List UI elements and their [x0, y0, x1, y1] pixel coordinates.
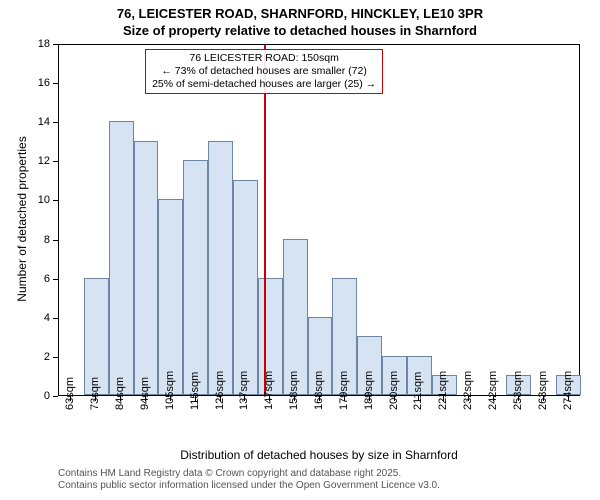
ytick-mark	[53, 200, 58, 201]
histogram-bar	[183, 160, 208, 395]
ytick-label: 16	[0, 77, 50, 89]
chart-container: 76, LEICESTER ROAD, SHARNFORD, HINCKLEY,…	[0, 0, 600, 500]
ytick-mark	[53, 240, 58, 241]
histogram-bar	[158, 199, 183, 395]
ytick-mark	[53, 83, 58, 84]
ytick-mark	[53, 318, 58, 319]
annotation-box: 76 LEICESTER ROAD: 150sqm← 73% of detach…	[145, 49, 383, 94]
ytick-mark	[53, 44, 58, 45]
ytick-label: 0	[0, 390, 50, 402]
ytick-mark	[53, 279, 58, 280]
title-line-2: Size of property relative to detached ho…	[0, 23, 600, 40]
y-axis-label: Number of detached properties	[15, 119, 29, 319]
annotation-line: ← 73% of detached houses are smaller (72…	[152, 65, 376, 78]
ytick-mark	[53, 396, 58, 397]
plot-area: 76 LEICESTER ROAD: 150sqm← 73% of detach…	[58, 44, 580, 396]
histogram-bar	[208, 141, 233, 395]
title-block: 76, LEICESTER ROAD, SHARNFORD, HINCKLEY,…	[0, 0, 600, 40]
reference-line	[264, 45, 266, 395]
annotation-line: 25% of semi-detached houses are larger (…	[152, 78, 376, 91]
histogram-bar	[134, 141, 159, 395]
ytick-label: 18	[0, 38, 50, 50]
title-line-1: 76, LEICESTER ROAD, SHARNFORD, HINCKLEY,…	[0, 6, 600, 23]
histogram-bar	[233, 180, 258, 395]
annotation-line: 76 LEICESTER ROAD: 150sqm	[152, 52, 376, 65]
histogram-bar	[109, 121, 134, 395]
ytick-mark	[53, 122, 58, 123]
x-axis-label: Distribution of detached houses by size …	[58, 448, 580, 462]
footer-line-1: Contains HM Land Registry data © Crown c…	[58, 468, 440, 480]
footer-line-2: Contains public sector information licen…	[58, 480, 440, 492]
ytick-mark	[53, 161, 58, 162]
ytick-mark	[53, 357, 58, 358]
footer-attribution: Contains HM Land Registry data © Crown c…	[58, 468, 440, 492]
ytick-label: 2	[0, 351, 50, 363]
